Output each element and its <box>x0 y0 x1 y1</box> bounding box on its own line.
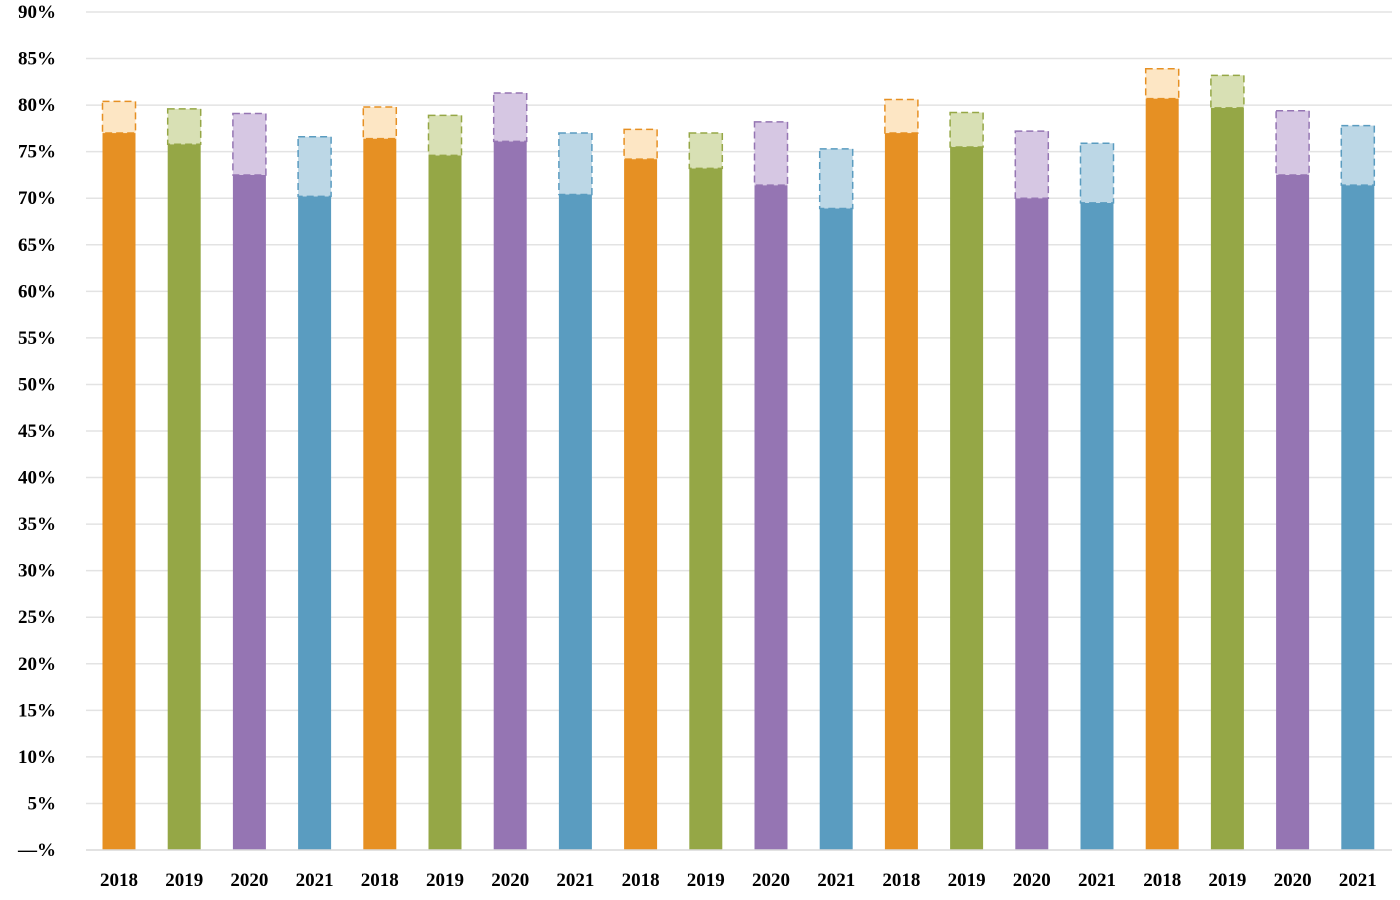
x-category-label: 2021 <box>1339 870 1377 891</box>
bar-increment <box>492 92 528 143</box>
bar-increment <box>1340 124 1376 186</box>
y-tick-label: 55% <box>18 328 56 349</box>
y-tick-label: 10% <box>18 747 56 768</box>
bar-increment <box>818 148 854 210</box>
bar-base <box>493 141 527 850</box>
x-category-label: 2019 <box>687 870 725 891</box>
bar-increment <box>101 100 137 134</box>
bar-increment <box>1144 68 1180 100</box>
bar-increment <box>558 132 593 196</box>
y-tick-label: 50% <box>18 374 56 395</box>
bar-base <box>819 208 853 850</box>
x-category-label: 2019 <box>426 870 464 891</box>
x-category-label: 2018 <box>1143 870 1181 891</box>
bar-increment <box>949 111 984 148</box>
bar-base <box>754 185 788 851</box>
y-tick-label: 75% <box>18 142 56 163</box>
bar-base <box>950 147 984 850</box>
x-category-label: 2020 <box>230 870 268 891</box>
x-category-label: 2021 <box>296 870 334 891</box>
bar-increment <box>427 114 463 157</box>
y-tick-label: 90% <box>18 2 56 23</box>
bar-base <box>298 196 332 851</box>
bar-increment <box>1210 74 1245 109</box>
bar-increment <box>623 128 658 160</box>
bar-base <box>1341 185 1375 851</box>
bar-base <box>102 133 136 851</box>
bar-increment <box>884 98 919 134</box>
y-tick-label: 30% <box>18 561 56 582</box>
y-tick-label: 70% <box>18 188 56 209</box>
bar-base <box>232 174 266 850</box>
bar-increment <box>166 108 202 145</box>
y-tick-label: 85% <box>18 49 56 70</box>
x-category-label: 2020 <box>491 870 529 891</box>
bar-increment <box>232 112 267 176</box>
x-category-label: 2019 <box>1208 870 1246 891</box>
y-tick-label: 40% <box>18 468 56 489</box>
y-tick-label: 65% <box>18 235 56 256</box>
bar-increment <box>362 106 398 140</box>
bar-increment <box>688 132 724 170</box>
bar-base <box>689 168 723 851</box>
x-category-label: 2019 <box>948 870 986 891</box>
bar-increment <box>1014 130 1050 199</box>
y-tick-label: 20% <box>18 654 56 675</box>
x-category-label: 2020 <box>1274 870 1312 891</box>
x-category-label: 2021 <box>1078 870 1116 891</box>
x-category-label: 2020 <box>752 870 790 891</box>
x-category-label: 2018 <box>100 870 138 891</box>
y-tick-label: 60% <box>18 281 56 302</box>
x-axis-category-labels: 2018 2019 2020 2021 2018 2019 2020 2021 2018 2019… <box>100 870 1377 891</box>
x-category-label: 2018 <box>361 870 399 891</box>
bar-base <box>1080 202 1114 850</box>
bar-increment <box>753 121 789 186</box>
bar-increment <box>297 136 332 198</box>
x-category-label: 2021 <box>817 870 855 891</box>
bar-increment <box>1079 142 1115 204</box>
bar-base <box>363 138 397 850</box>
bar-base <box>1276 174 1310 850</box>
bar-base <box>1145 98 1179 851</box>
bar-base <box>558 194 592 850</box>
y-tick-label: —% <box>17 840 56 861</box>
y-tick-label: 5% <box>28 793 57 814</box>
bar-base <box>884 133 918 851</box>
bars <box>101 68 1376 851</box>
x-category-label: 2018 <box>882 870 920 891</box>
y-tick-label: 45% <box>18 421 56 442</box>
gridlines <box>86 11 1392 805</box>
y-tick-label: 15% <box>18 700 56 721</box>
y-tick-label: 35% <box>18 514 56 535</box>
y-tick-label: 25% <box>18 607 56 628</box>
y-tick-label: 80% <box>18 95 56 116</box>
bar-base <box>624 159 658 851</box>
y-axis-tick-labels: —% 5% 10% 15% 20% 25% 30% 35% 40% 45% 50% 55% 60% 65%… <box>17 2 56 861</box>
bar-base <box>1210 107 1244 851</box>
x-category-label: 2019 <box>165 870 203 891</box>
bar-base <box>428 155 462 850</box>
x-category-label: 2018 <box>622 870 660 891</box>
bar-base <box>1015 198 1049 850</box>
x-category-label: 2021 <box>556 870 594 891</box>
x-category-label: 2020 <box>1013 870 1051 891</box>
bar-base <box>167 144 201 850</box>
bar-increment <box>1275 109 1310 176</box>
